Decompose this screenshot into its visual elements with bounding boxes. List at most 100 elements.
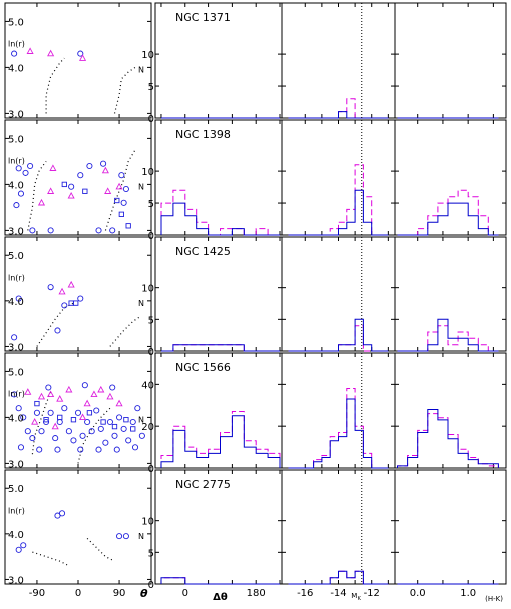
lnr-tick-label: 4.0 bbox=[8, 180, 24, 191]
galaxy-name: NGC 1566 bbox=[175, 361, 231, 374]
panel-scatter bbox=[4, 2, 152, 119]
panel-mk bbox=[281, 352, 396, 469]
row-ngc-1566 bbox=[4, 352, 507, 469]
n-axis-label: N bbox=[138, 416, 144, 425]
panel-frame bbox=[394, 2, 507, 119]
circle-point bbox=[15, 165, 22, 172]
circle-point bbox=[15, 295, 22, 302]
dtheta-tick-label: 0 bbox=[182, 588, 188, 599]
dashed-histogram bbox=[160, 189, 280, 236]
circle-point bbox=[61, 302, 68, 309]
circle-point bbox=[93, 407, 100, 414]
galaxy-name: NGC 2775 bbox=[175, 478, 231, 491]
triangle-point bbox=[90, 390, 98, 398]
circle-point bbox=[102, 439, 109, 446]
triangle-point bbox=[37, 392, 46, 400]
triangle-point bbox=[79, 54, 87, 61]
solid-histogram bbox=[397, 202, 499, 236]
mk-tick-label: -14 bbox=[330, 588, 346, 599]
lnr-tick-label: 3.0 bbox=[8, 109, 24, 120]
n-tick-label: 5 bbox=[148, 315, 154, 326]
panel-frame bbox=[394, 352, 507, 469]
solid-histogram bbox=[288, 189, 389, 236]
circle-point bbox=[15, 546, 22, 553]
solid-histogram bbox=[288, 318, 389, 352]
dotted-curve bbox=[77, 407, 111, 464]
n-axis-label: N bbox=[138, 299, 144, 308]
square-point bbox=[86, 410, 93, 416]
triangle-point bbox=[58, 287, 66, 295]
square-point bbox=[130, 426, 136, 432]
triangle-point bbox=[115, 399, 123, 407]
square-point bbox=[68, 300, 74, 306]
dotted-curve bbox=[45, 57, 65, 114]
triangle-point bbox=[49, 164, 57, 171]
n-tick-label: 10 bbox=[141, 167, 154, 178]
circle-point bbox=[97, 425, 104, 432]
square-point bbox=[82, 188, 88, 194]
n-tick-label: 10 bbox=[141, 517, 154, 528]
n-tick-label: 40 bbox=[141, 380, 154, 391]
panel-scatter bbox=[4, 469, 152, 585]
circle-point bbox=[109, 384, 116, 391]
n-tick-label: 20 bbox=[141, 422, 154, 433]
circle-point bbox=[131, 444, 139, 451]
theta-tick-label: 0 bbox=[75, 588, 81, 599]
circle-point bbox=[45, 384, 52, 391]
n-tick-label: 5 bbox=[148, 548, 154, 559]
triangle-point bbox=[47, 390, 55, 398]
circle-point bbox=[106, 418, 113, 426]
circle-point bbox=[77, 50, 84, 57]
circle-point bbox=[11, 391, 18, 398]
solid-histogram bbox=[288, 570, 389, 585]
panel-hk bbox=[394, 119, 507, 236]
circle-point bbox=[122, 533, 129, 540]
circle-point bbox=[77, 446, 84, 453]
circle-point bbox=[13, 202, 20, 209]
circle-point bbox=[77, 172, 84, 179]
panel-scatter bbox=[4, 119, 152, 236]
dtheta-axis-label: Δθ bbox=[213, 592, 228, 603]
dashed-histogram bbox=[288, 388, 389, 469]
panel-frame bbox=[281, 236, 396, 352]
circle-point bbox=[47, 409, 54, 416]
circle-point bbox=[27, 162, 34, 170]
square-point bbox=[43, 417, 49, 423]
theta-tick-label: -90 bbox=[29, 588, 45, 599]
square-point bbox=[114, 197, 120, 204]
mk-axis-label: M bbox=[351, 592, 357, 600]
lnr-tick-label: 5.0 bbox=[8, 484, 24, 495]
triangle-point bbox=[79, 413, 87, 421]
panel-frame bbox=[394, 119, 507, 236]
n-tick-label: 0 bbox=[148, 580, 154, 591]
panel-frame bbox=[281, 469, 396, 585]
solid-histogram bbox=[160, 415, 281, 468]
hk-tick-label: 1.0 bbox=[460, 588, 476, 599]
circle-point bbox=[95, 446, 102, 453]
row-ngc-1371 bbox=[4, 2, 507, 119]
circle-point bbox=[38, 428, 45, 435]
panel-hk bbox=[394, 2, 507, 119]
circle-point bbox=[20, 414, 27, 421]
circle-point bbox=[54, 446, 61, 453]
galaxy-name: NGC 1398 bbox=[175, 128, 231, 141]
dotted-curve bbox=[36, 302, 74, 347]
triangle-point bbox=[104, 187, 112, 194]
hk-tick-label: 0.0 bbox=[410, 588, 426, 599]
dashed-histogram bbox=[160, 411, 281, 468]
lnr-tick-label: 5.0 bbox=[8, 134, 24, 145]
row-ngc-2775 bbox=[4, 469, 507, 585]
mk-tick-label: -12 bbox=[364, 588, 380, 599]
panel-frame bbox=[394, 236, 507, 352]
triangle-point bbox=[24, 388, 32, 395]
solid-histogram bbox=[160, 202, 280, 236]
panel-hk bbox=[394, 469, 507, 585]
lnr-axis-label: ln(r) bbox=[8, 273, 25, 282]
dotted-curve bbox=[113, 66, 136, 114]
circle-point bbox=[74, 409, 82, 416]
panel-hk bbox=[394, 236, 507, 352]
triangle-point bbox=[56, 395, 64, 402]
square-point bbox=[125, 223, 131, 229]
dotted-curve bbox=[31, 391, 52, 455]
